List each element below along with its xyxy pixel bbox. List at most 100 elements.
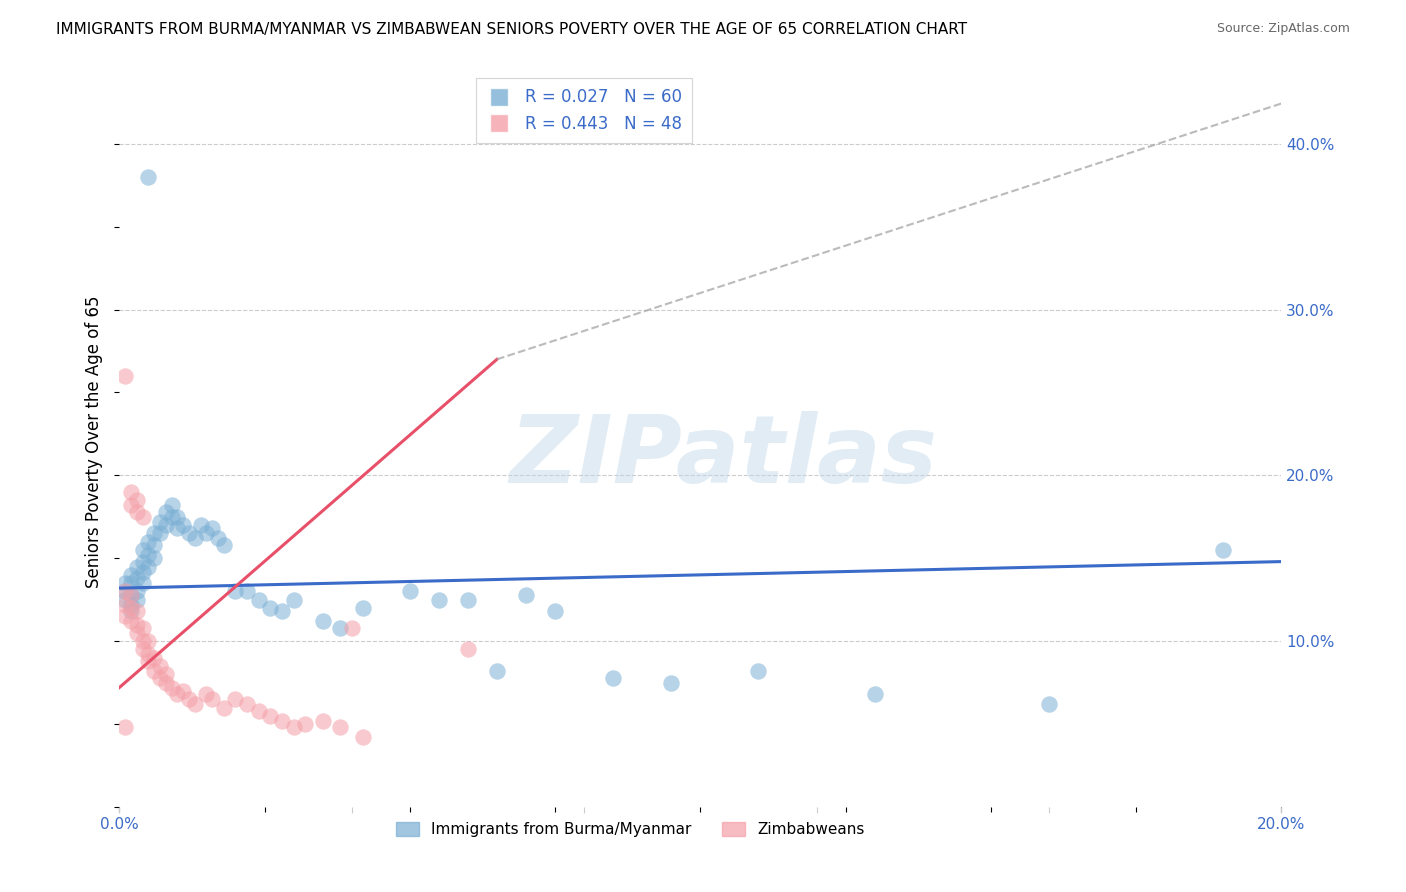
Point (143, 526, 166, 541)
Point (125, 559, 148, 574)
Point (515, 588, 537, 602)
Point (602, 671, 624, 685)
Point (114, 592, 136, 607)
Point (311, 615, 333, 629)
Point (172, 684, 194, 698)
Point (136, 169, 159, 184)
Point (207, 532, 229, 546)
Point (131, 543, 153, 558)
Point (1038, 697, 1060, 711)
Point (340, 621, 363, 635)
Point (247, 592, 270, 607)
Point (136, 634, 159, 648)
Point (177, 692, 200, 706)
Point (125, 592, 148, 607)
Point (120, 588, 142, 602)
Point (212, 538, 235, 552)
Point (114, 584, 136, 599)
Point (125, 584, 148, 599)
Point (131, 565, 153, 579)
Point (155, 675, 177, 690)
Point (125, 626, 148, 640)
Point (136, 654, 159, 668)
Point (271, 714, 294, 728)
Point (283, 720, 305, 734)
Point (271, 604, 294, 618)
Point (149, 671, 172, 685)
Point (352, 601, 374, 615)
Point (166, 687, 188, 701)
Point (259, 601, 281, 615)
Point (125, 571, 148, 585)
Point (427, 592, 450, 607)
Point (398, 584, 420, 599)
Point (120, 598, 142, 612)
Point (136, 559, 159, 574)
Point (125, 604, 148, 618)
Point (120, 567, 142, 582)
Point (120, 601, 142, 615)
Point (114, 720, 136, 734)
Point (149, 515, 172, 529)
Point (143, 551, 166, 566)
Text: ZIPatlas: ZIPatlas (509, 411, 938, 503)
Point (190, 518, 212, 533)
Legend: R = 0.027   N = 60, R = 0.443   N = 48: R = 0.027 N = 60, R = 0.443 N = 48 (477, 78, 692, 143)
Point (329, 720, 352, 734)
Point (131, 642, 153, 657)
Point (160, 681, 183, 695)
Point (149, 526, 172, 541)
Point (114, 609, 136, 624)
Point (259, 708, 281, 723)
Point (120, 498, 142, 512)
Point (212, 700, 235, 714)
Point (114, 584, 136, 599)
Point (160, 498, 183, 512)
Point (120, 576, 142, 591)
Point (329, 621, 352, 635)
Point (224, 584, 246, 599)
Point (114, 576, 136, 591)
Point (131, 621, 153, 635)
Point (114, 368, 136, 383)
Point (236, 584, 259, 599)
Point (114, 598, 136, 612)
Point (155, 505, 177, 519)
Point (201, 692, 224, 706)
Point (155, 667, 177, 681)
Point (143, 650, 166, 665)
Point (131, 576, 153, 591)
Point (149, 659, 172, 673)
Point (352, 731, 374, 745)
Point (747, 664, 769, 678)
Point (184, 697, 207, 711)
Point (143, 664, 166, 678)
Y-axis label: Seniors Poverty Over the Age of 65: Seniors Poverty Over the Age of 65 (86, 296, 103, 589)
Point (457, 592, 479, 607)
Point (166, 521, 188, 535)
Point (457, 642, 479, 657)
Point (224, 692, 246, 706)
Point (201, 521, 224, 535)
Point (195, 526, 218, 541)
Text: IMMIGRANTS FROM BURMA/MYANMAR VS ZIMBABWEAN SENIORS POVERTY OVER THE AGE OF 65 C: IMMIGRANTS FROM BURMA/MYANMAR VS ZIMBABW… (56, 22, 967, 37)
Point (247, 704, 270, 718)
Point (136, 548, 159, 562)
Point (125, 505, 148, 519)
Point (177, 526, 200, 541)
Point (131, 555, 153, 569)
Point (1212, 543, 1234, 558)
Point (172, 518, 194, 533)
Point (131, 634, 153, 648)
Point (485, 664, 508, 678)
Point (125, 493, 148, 508)
Point (544, 604, 567, 618)
Point (195, 687, 218, 701)
Point (143, 538, 166, 552)
Point (136, 534, 159, 549)
Point (311, 714, 333, 728)
Point (120, 615, 142, 629)
Point (160, 509, 183, 524)
Point (136, 648, 159, 662)
Point (236, 697, 259, 711)
